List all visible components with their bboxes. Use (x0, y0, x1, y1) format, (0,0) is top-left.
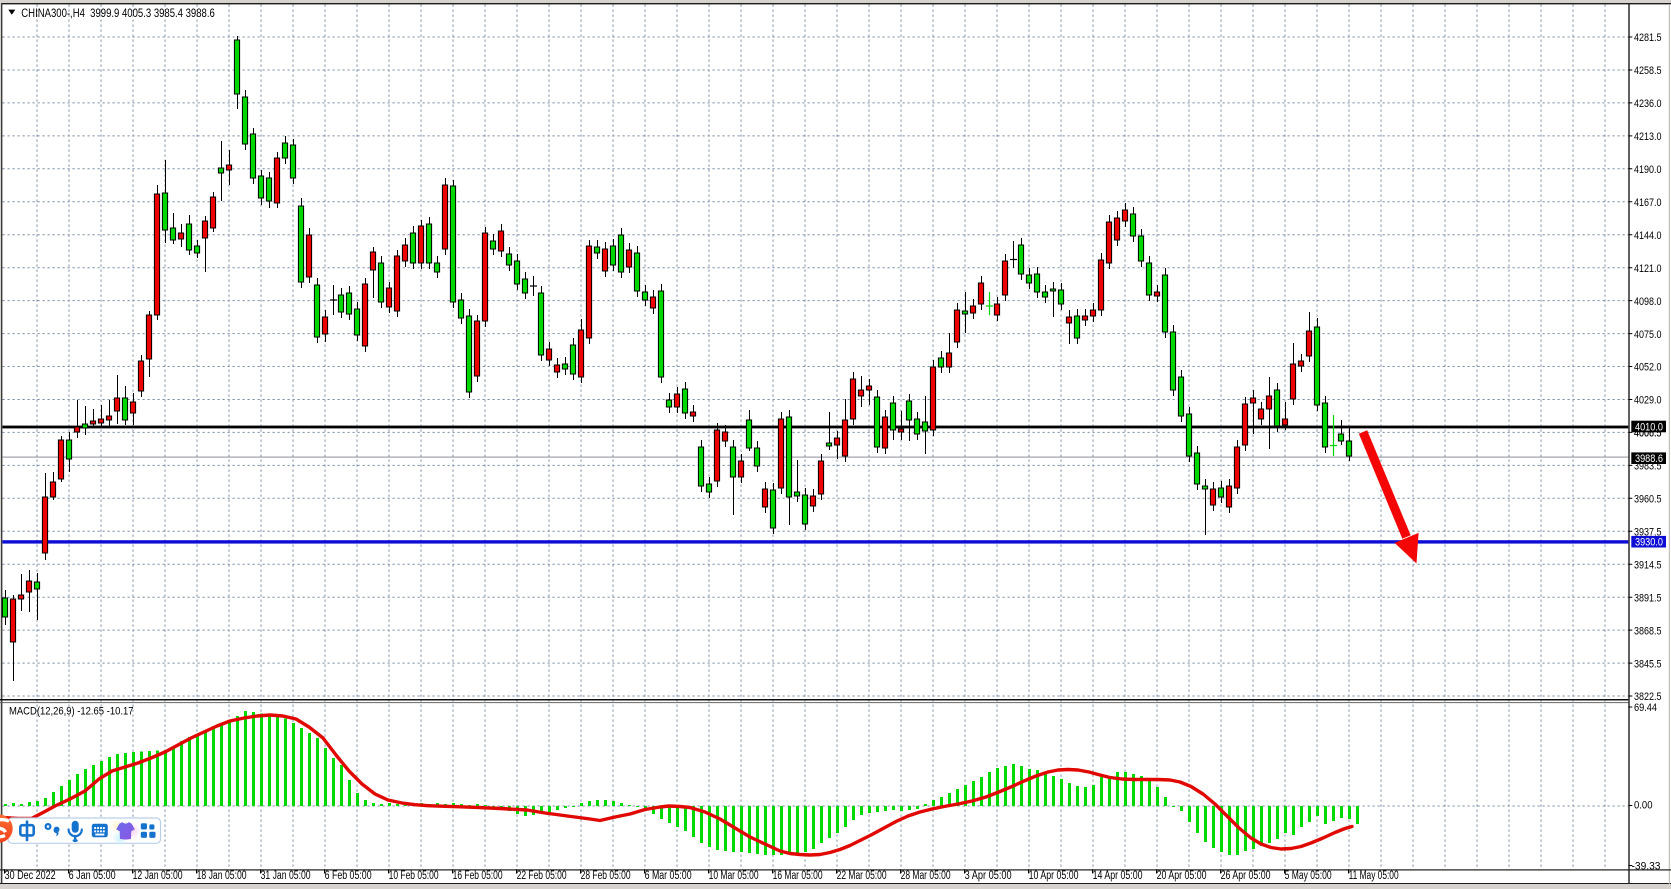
svg-text:30 Dec 2022: 30 Dec 2022 (5, 870, 56, 882)
svg-text:MACD(12,26,9) -12.65 -10.17: MACD(12,26,9) -12.65 -10.17 (9, 706, 134, 718)
svg-text:3988.6: 3988.6 (1635, 453, 1663, 465)
svg-text:12 Jan 05:00: 12 Jan 05:00 (133, 870, 183, 882)
svg-text:3891.5: 3891.5 (1634, 592, 1662, 604)
svg-text:4075.0: 4075.0 (1634, 329, 1662, 341)
svg-text:10 Feb 05:00: 10 Feb 05:00 (389, 870, 439, 882)
svg-text:4010.0: 4010.0 (1635, 421, 1663, 433)
svg-text:CHINA300-,H4 3999.9 4005.3 39: CHINA300-,H4 3999.9 4005.3 3985.4 3988.6 (21, 6, 215, 20)
svg-text:20 Apr 05:00: 20 Apr 05:00 (1157, 870, 1207, 882)
svg-text:4281.5: 4281.5 (1634, 32, 1662, 44)
svg-text:10 Mar 05:00: 10 Mar 05:00 (709, 870, 759, 882)
svg-text:3914.5: 3914.5 (1634, 559, 1662, 571)
svg-text:3930.0: 3930.0 (1635, 537, 1663, 549)
svg-text:3868.5: 3868.5 (1634, 625, 1662, 637)
svg-text:4029.0: 4029.0 (1634, 395, 1662, 407)
svg-text:14 Apr 05:00: 14 Apr 05:00 (1093, 870, 1143, 882)
svg-text:0.00: 0.00 (1634, 800, 1653, 812)
svg-text:10 Apr 05:00: 10 Apr 05:00 (1029, 870, 1079, 882)
svg-text:22 Mar 05:00: 22 Mar 05:00 (837, 870, 887, 882)
svg-text:5 May 05:00: 5 May 05:00 (1285, 870, 1332, 882)
svg-text:6 Jan 05:00: 6 Jan 05:00 (69, 870, 116, 882)
svg-text:18 Jan 05:00: 18 Jan 05:00 (197, 870, 247, 882)
svg-text:3822.5: 3822.5 (1634, 691, 1662, 703)
svg-text:6 Mar 05:00: 6 Mar 05:00 (645, 870, 692, 882)
svg-text:11 May 05:00: 11 May 05:00 (1349, 870, 1399, 882)
svg-text:16 Mar 05:00: 16 Mar 05:00 (773, 870, 823, 882)
svg-text:4121.0: 4121.0 (1634, 263, 1662, 275)
svg-text:4213.0: 4213.0 (1634, 131, 1662, 143)
svg-text:3845.5: 3845.5 (1634, 658, 1662, 670)
svg-text:26 Apr 05:00: 26 Apr 05:00 (1221, 870, 1271, 882)
svg-text:-39.33: -39.33 (1632, 861, 1661, 873)
svg-text:69.44: 69.44 (1634, 702, 1657, 714)
svg-text:4052.0: 4052.0 (1634, 362, 1662, 374)
svg-text:16 Feb 05:00: 16 Feb 05:00 (453, 870, 503, 882)
svg-text:3960.5: 3960.5 (1634, 494, 1662, 506)
svg-text:28 Mar 05:00: 28 Mar 05:00 (901, 870, 951, 882)
svg-text:4098.0: 4098.0 (1634, 296, 1662, 308)
svg-text:4258.5: 4258.5 (1634, 65, 1662, 77)
svg-text:6 Feb 05:00: 6 Feb 05:00 (325, 870, 372, 882)
svg-text:31 Jan 05:00: 31 Jan 05:00 (261, 870, 311, 882)
svg-text:28 Feb 05:00: 28 Feb 05:00 (581, 870, 631, 882)
svg-text:3937.5: 3937.5 (1634, 527, 1662, 539)
svg-text:4167.0: 4167.0 (1634, 197, 1662, 209)
svg-text:4144.0: 4144.0 (1634, 230, 1662, 242)
svg-text:4236.0: 4236.0 (1634, 98, 1662, 110)
svg-text:4190.0: 4190.0 (1634, 164, 1662, 176)
svg-text:3 Apr 05:00: 3 Apr 05:00 (965, 870, 1012, 882)
svg-text:22 Feb 05:00: 22 Feb 05:00 (517, 870, 567, 882)
